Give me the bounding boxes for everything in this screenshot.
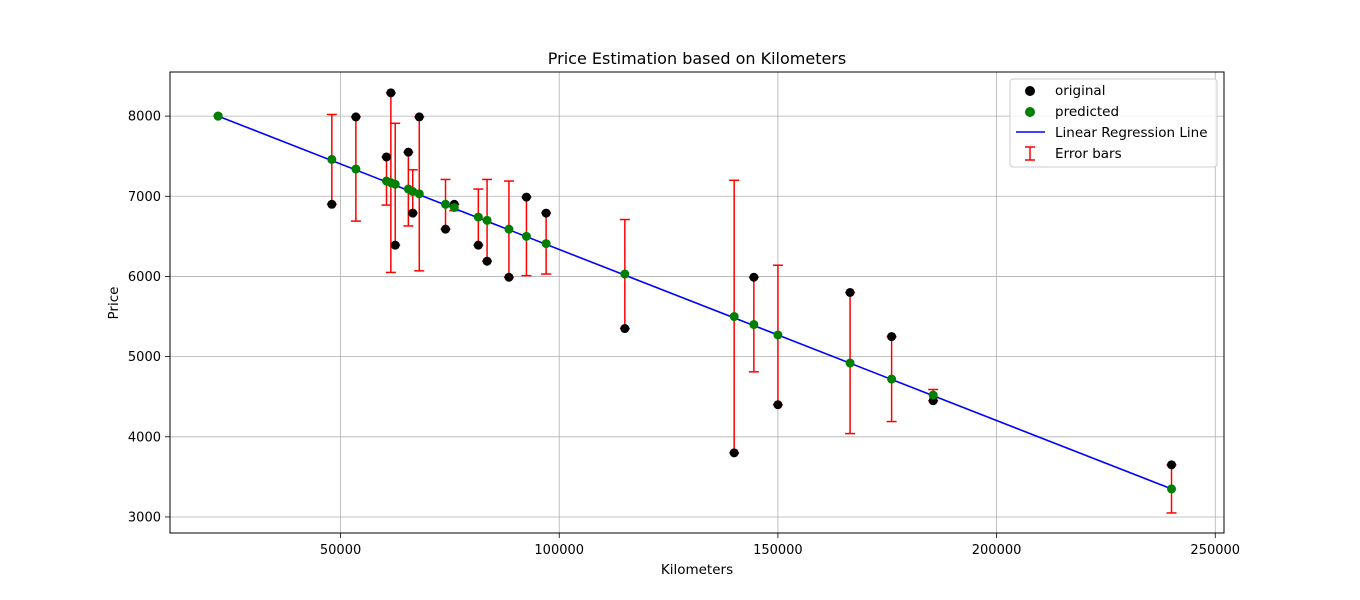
original-point [521,192,531,202]
original-point [381,152,391,162]
predicted-point [414,189,424,199]
original-point [473,240,483,250]
original-point [845,287,855,297]
predicted-point [620,269,630,279]
original-point [386,88,396,98]
predicted-point [449,202,459,212]
x-ticks: 50000 100000 150000 200000 250000 [320,533,1240,558]
plot-frame [169,71,1225,534]
predicted-point [928,390,938,400]
predicted-point [390,179,400,189]
y-tick-label: 6000 [128,270,161,285]
predicted-points [213,111,1177,494]
legend-errorbar-marker [1025,146,1035,161]
chart-title: Price Estimation based on Kilometers [548,49,846,68]
predicted-point [1167,484,1177,494]
predicted-point [441,199,451,209]
original-point [729,448,739,458]
predicted-point [473,212,483,222]
y-tick-label: 4000 [128,430,161,445]
original-point [441,224,451,234]
original-point [414,112,424,122]
predicted-point [521,231,531,241]
legend-errorbar-label: Error bars [1055,146,1122,162]
original-point [504,272,514,282]
predicted-point [541,239,551,249]
legend-original-marker [1025,86,1035,96]
x-tick-label: 200000 [972,543,1022,558]
predicted-point [729,312,739,322]
y-tick-label: 3000 [128,510,161,525]
original-point [541,208,551,218]
predicted-point [504,224,514,234]
original-point [327,199,337,209]
original-point [887,332,897,342]
legend-box [1009,78,1218,168]
original-point [482,256,492,266]
original-point [773,400,783,410]
predicted-point [773,330,783,340]
x-tick-label: 250000 [1190,543,1240,558]
original-point [403,147,413,157]
y-axis-label: Price [106,287,122,320]
predicted-point [327,154,337,164]
predicted-point [845,358,855,368]
legend-line-label: Linear Regression Line [1055,125,1208,141]
original-point [351,112,361,122]
x-tick-label: 50000 [320,543,361,558]
predicted-point [482,215,492,225]
x-tick-label: 100000 [534,543,584,558]
y-tick-label: 7000 [128,190,161,205]
predicted-point [887,374,897,384]
original-point [620,324,630,334]
regression-line [217,115,1172,490]
x-tick-label: 150000 [753,543,803,558]
y-ticks: 3000 4000 5000 6000 7000 8000 [128,110,170,525]
legend-predicted-marker [1025,107,1035,117]
x-axis-label: Kilometers [661,562,733,578]
predicted-point [213,111,223,121]
predicted-point [351,164,361,174]
y-tick-label: 5000 [128,350,161,365]
legend: original predicted Linear Regression Lin… [1009,78,1218,168]
legend-original-label: original [1055,83,1105,99]
y-tick-label: 8000 [128,110,161,125]
original-point [408,208,418,218]
original-point [749,272,759,282]
original-point [1167,460,1177,470]
legend-predicted-label: predicted [1055,104,1119,120]
original-point [390,240,400,250]
regression-line-group [217,115,1172,490]
predicted-point [749,320,759,330]
